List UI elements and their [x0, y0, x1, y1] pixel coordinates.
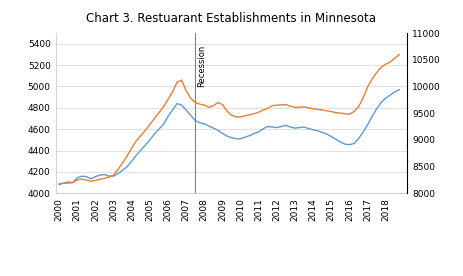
Minnesota	[396, 88, 402, 91]
Minnesota	[233, 137, 239, 140]
Twin Cities	[174, 81, 180, 84]
Twin Cities	[396, 53, 402, 56]
Twin Cities	[233, 115, 239, 119]
Minnesota	[274, 126, 280, 129]
Minnesota	[56, 183, 62, 186]
Minnesota	[328, 135, 334, 138]
Twin Cities	[328, 110, 334, 113]
Twin Cities	[56, 182, 62, 185]
Line: Minnesota: Minnesota	[59, 90, 399, 185]
Twin Cities	[88, 180, 94, 183]
Twin Cities	[274, 104, 280, 107]
Title: Chart 3. Restuarant Establishments in Minnesota: Chart 3. Restuarant Establishments in Mi…	[87, 12, 376, 25]
Line: Twin Cities: Twin Cities	[59, 54, 399, 184]
Text: Recession: Recession	[197, 45, 206, 87]
Minnesota	[283, 124, 289, 127]
Twin Cities	[283, 103, 289, 106]
Minnesota	[174, 102, 180, 105]
Minnesota	[88, 177, 94, 181]
